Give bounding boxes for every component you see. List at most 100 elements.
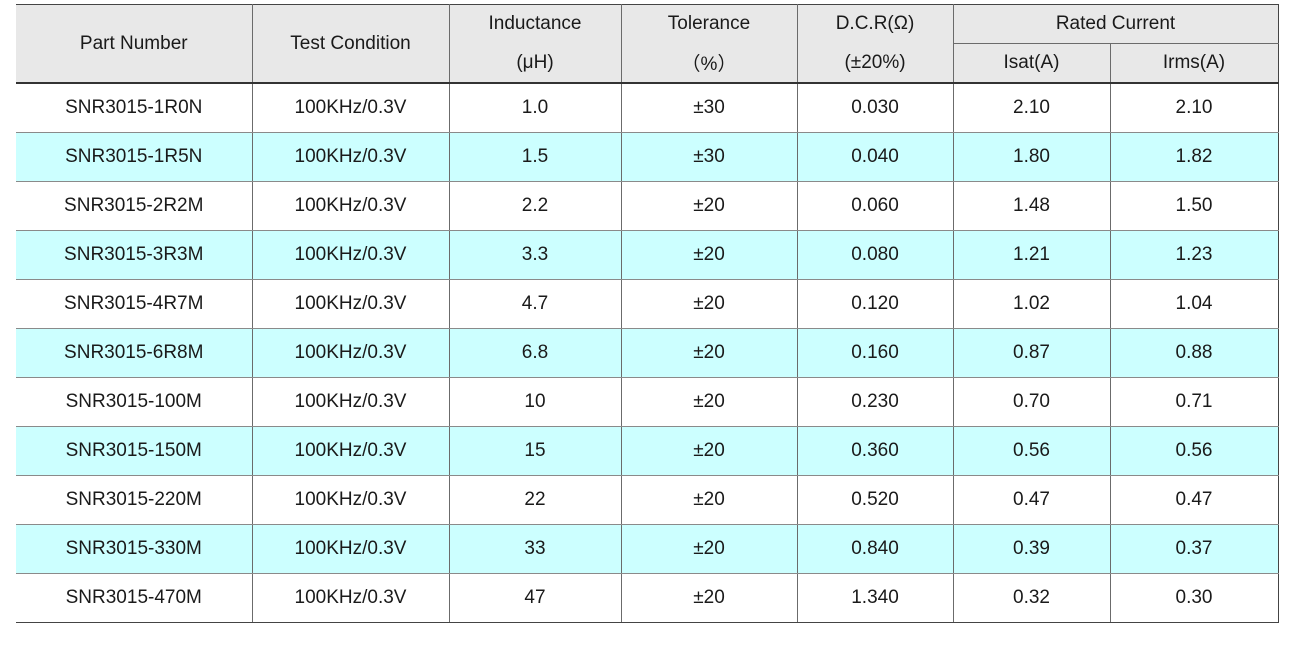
cell-irms: 0.88	[1109, 328, 1279, 378]
cell-isat: 1.80	[952, 132, 1111, 182]
cell-inductance: 15	[448, 426, 622, 476]
header-part-number: Part Number	[16, 4, 253, 84]
header-inductance: Inductance	[448, 4, 622, 44]
cell-test-condition: 100KHz/0.3V	[251, 132, 450, 182]
cell-isat: 0.39	[952, 524, 1111, 574]
cell-dcr: 0.040	[796, 132, 954, 182]
cell-part-number: SNR3015-1R0N	[16, 83, 253, 133]
cell-isat: 0.87	[952, 328, 1111, 378]
table-row: SNR3015-470M 100KHz/0.3V 47 ±20 1.340 0.…	[16, 573, 1279, 623]
cell-irms: 0.30	[1109, 573, 1279, 623]
header-tolerance: Tolerance	[620, 4, 798, 44]
cell-test-condition: 100KHz/0.3V	[251, 279, 450, 329]
cell-inductance: 6.8	[448, 328, 622, 378]
cell-dcr: 0.840	[796, 524, 954, 574]
header-test-condition: Test Condition	[251, 4, 450, 84]
cell-irms: 0.56	[1109, 426, 1279, 476]
table-row: SNR3015-3R3M 100KHz/0.3V 3.3 ±20 0.080 1…	[16, 230, 1279, 280]
cell-isat: 1.48	[952, 181, 1111, 231]
cell-dcr: 0.080	[796, 230, 954, 280]
cell-irms: 1.50	[1109, 181, 1279, 231]
table-row: SNR3015-6R8M 100KHz/0.3V 6.8 ±20 0.160 0…	[16, 328, 1279, 378]
header-isat: Isat(A)	[952, 43, 1111, 84]
header-tolerance-unit: （%）	[620, 43, 798, 84]
table-row: SNR3015-330M 100KHz/0.3V 33 ±20 0.840 0.…	[16, 524, 1279, 574]
cell-test-condition: 100KHz/0.3V	[251, 377, 450, 427]
cell-part-number: SNR3015-100M	[16, 377, 253, 427]
cell-dcr: 0.160	[796, 328, 954, 378]
cell-part-number: SNR3015-4R7M	[16, 279, 253, 329]
table-header: Part Number Test Condition Inductance To…	[16, 4, 1279, 84]
table-row: SNR3015-1R0N 100KHz/0.3V 1.0 ±30 0.030 2…	[16, 83, 1279, 133]
cell-dcr: 1.340	[796, 573, 954, 623]
header-inductance-unit: (μH)	[448, 43, 622, 84]
cell-inductance: 1.0	[448, 83, 622, 133]
cell-test-condition: 100KHz/0.3V	[251, 426, 450, 476]
table-row: SNR3015-150M 100KHz/0.3V 15 ±20 0.360 0.…	[16, 426, 1279, 476]
cell-isat: 0.70	[952, 377, 1111, 427]
table-row: SNR3015-1R5N 100KHz/0.3V 1.5 ±30 0.040 1…	[16, 132, 1279, 182]
cell-isat: 0.56	[952, 426, 1111, 476]
cell-tolerance: ±20	[620, 230, 798, 280]
cell-irms: 0.37	[1109, 524, 1279, 574]
table-row: SNR3015-2R2M 100KHz/0.3V 2.2 ±20 0.060 1…	[16, 181, 1279, 231]
cell-dcr: 0.520	[796, 475, 954, 525]
cell-part-number: SNR3015-470M	[16, 573, 253, 623]
cell-tolerance: ±20	[620, 475, 798, 525]
cell-part-number: SNR3015-150M	[16, 426, 253, 476]
cell-dcr: 0.360	[796, 426, 954, 476]
cell-tolerance: ±20	[620, 181, 798, 231]
header-dcr-unit: (±20%)	[796, 43, 954, 84]
cell-test-condition: 100KHz/0.3V	[251, 83, 450, 133]
cell-tolerance: ±20	[620, 573, 798, 623]
table-row: SNR3015-100M 100KHz/0.3V 10 ±20 0.230 0.…	[16, 377, 1279, 427]
cell-test-condition: 100KHz/0.3V	[251, 328, 450, 378]
cell-inductance: 22	[448, 475, 622, 525]
cell-part-number: SNR3015-330M	[16, 524, 253, 574]
header-rated-current: Rated Current	[952, 4, 1279, 44]
cell-isat: 0.47	[952, 475, 1111, 525]
table-body: SNR3015-1R0N 100KHz/0.3V 1.0 ±30 0.030 2…	[16, 83, 1279, 623]
cell-tolerance: ±30	[620, 132, 798, 182]
cell-isat: 1.21	[952, 230, 1111, 280]
cell-inductance: 3.3	[448, 230, 622, 280]
cell-part-number: SNR3015-1R5N	[16, 132, 253, 182]
cell-test-condition: 100KHz/0.3V	[251, 230, 450, 280]
cell-test-condition: 100KHz/0.3V	[251, 573, 450, 623]
cell-tolerance: ±20	[620, 377, 798, 427]
table-row: SNR3015-4R7M 100KHz/0.3V 4.7 ±20 0.120 1…	[16, 279, 1279, 329]
header-dcr: D.C.R(Ω)	[796, 4, 954, 44]
cell-tolerance: ±20	[620, 279, 798, 329]
spec-table-sheet: Part Number Test Condition Inductance To…	[16, 4, 1279, 623]
cell-dcr: 0.230	[796, 377, 954, 427]
cell-part-number: SNR3015-3R3M	[16, 230, 253, 280]
cell-part-number: SNR3015-6R8M	[16, 328, 253, 378]
cell-isat: 2.10	[952, 83, 1111, 133]
cell-inductance: 10	[448, 377, 622, 427]
cell-irms: 2.10	[1109, 83, 1279, 133]
cell-dcr: 0.060	[796, 181, 954, 231]
cell-part-number: SNR3015-2R2M	[16, 181, 253, 231]
cell-isat: 1.02	[952, 279, 1111, 329]
cell-tolerance: ±20	[620, 426, 798, 476]
cell-tolerance: ±20	[620, 524, 798, 574]
cell-irms: 0.47	[1109, 475, 1279, 525]
cell-tolerance: ±30	[620, 83, 798, 133]
cell-inductance: 4.7	[448, 279, 622, 329]
cell-dcr: 0.030	[796, 83, 954, 133]
cell-part-number: SNR3015-220M	[16, 475, 253, 525]
header-irms: Irms(A)	[1109, 43, 1279, 84]
cell-inductance: 1.5	[448, 132, 622, 182]
cell-inductance: 33	[448, 524, 622, 574]
cell-test-condition: 100KHz/0.3V	[251, 475, 450, 525]
cell-isat: 0.32	[952, 573, 1111, 623]
table-row: SNR3015-220M 100KHz/0.3V 22 ±20 0.520 0.…	[16, 475, 1279, 525]
cell-dcr: 0.120	[796, 279, 954, 329]
cell-test-condition: 100KHz/0.3V	[251, 181, 450, 231]
cell-irms: 1.82	[1109, 132, 1279, 182]
cell-irms: 0.71	[1109, 377, 1279, 427]
cell-test-condition: 100KHz/0.3V	[251, 524, 450, 574]
cell-inductance: 47	[448, 573, 622, 623]
cell-irms: 1.23	[1109, 230, 1279, 280]
cell-inductance: 2.2	[448, 181, 622, 231]
